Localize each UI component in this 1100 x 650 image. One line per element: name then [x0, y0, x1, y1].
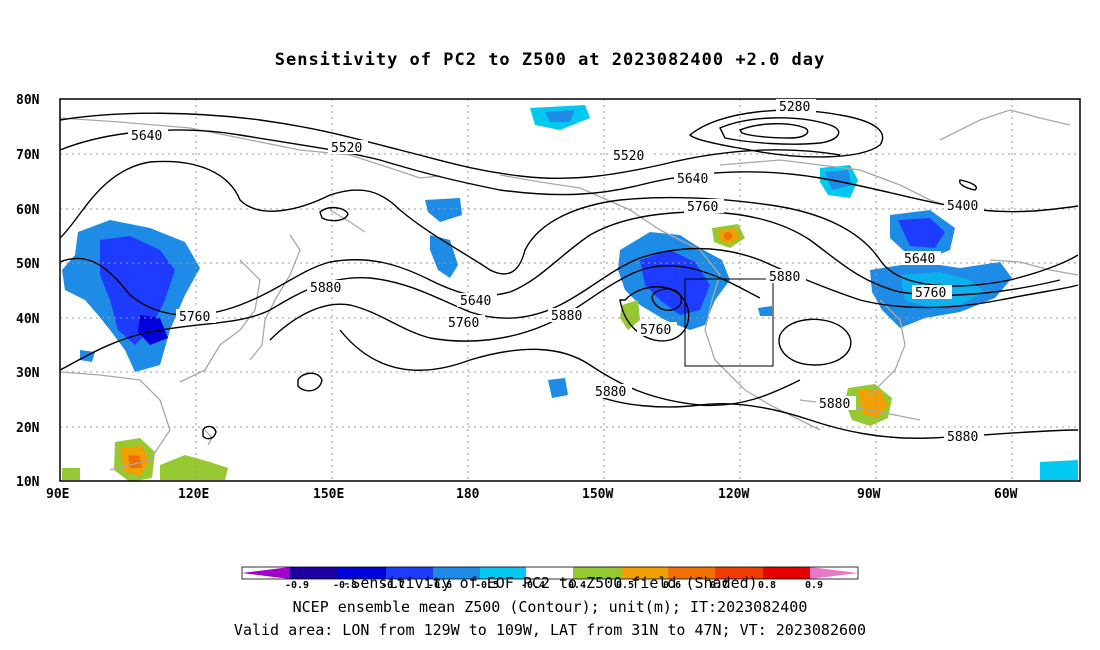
contour-label: 5760: [445, 315, 485, 331]
colorbar-tick: -0.7: [381, 580, 405, 591]
contour-label: 5880: [307, 280, 347, 296]
colorbar-swatch: [715, 567, 763, 579]
lat-label: 50N: [16, 257, 40, 272]
colorbar-tick: -0.4: [521, 580, 545, 591]
colorbar-swatch: [338, 567, 386, 579]
lat-label: 60N: [16, 203, 40, 218]
colorbar-tick: -0.8: [333, 580, 357, 591]
svg-text:5640: 5640: [904, 252, 935, 267]
svg-text:5880: 5880: [819, 397, 850, 412]
lon-label: 90E: [46, 487, 69, 502]
contour-label: 5520: [328, 140, 368, 156]
colorbar-swatch: [763, 567, 810, 579]
contour-label: 5880: [592, 384, 632, 400]
lon-label: 180: [456, 487, 480, 502]
contour-label: 5520: [610, 148, 650, 164]
svg-text:5880: 5880: [769, 270, 800, 285]
colorbar-left-triangle: [242, 567, 290, 579]
lat-label: 70N: [16, 148, 40, 163]
colorbar-tick: 0.9: [805, 580, 823, 591]
contour-label: 5760: [912, 285, 952, 301]
colorbar-swatch: [668, 567, 715, 579]
lat-label: 10N: [16, 475, 40, 490]
svg-text:5880: 5880: [551, 309, 582, 324]
lat-label: 30N: [16, 366, 40, 381]
colorbar-swatch: [433, 567, 480, 579]
svg-text:5640: 5640: [677, 172, 708, 187]
contour-label: 5880: [944, 429, 984, 445]
contour-label: 5640: [128, 128, 168, 144]
colorbar-swatch: [573, 567, 621, 579]
lon-label: 60W: [994, 487, 1018, 502]
lon-label: 120W: [718, 487, 749, 502]
lon-label: 90W: [857, 487, 881, 502]
colorbar-swatch: [621, 567, 668, 579]
colorbar-tick: 0.5: [616, 580, 634, 591]
valid-area-box: [684, 278, 774, 367]
svg-text:5280: 5280: [779, 100, 810, 115]
lon-label: 150E: [313, 487, 344, 502]
contour-label: 5640: [674, 171, 714, 187]
contour-label: 5760: [637, 322, 677, 338]
svg-text:5520: 5520: [331, 141, 362, 156]
svg-text:5400: 5400: [947, 199, 978, 214]
contour-label: 5760: [176, 309, 216, 325]
lon-label: 120E: [178, 487, 209, 502]
shaded-sensitivity: [62, 105, 1078, 482]
longitude-labels: 90E 120E 150E 180 150W 120W 90W 60W: [46, 487, 1018, 502]
colorbar-tick: 0.7: [710, 580, 728, 591]
colorbar-tick: -0.9: [285, 580, 309, 591]
contour-label: 5400: [944, 198, 984, 214]
colorbar-tick: 0.8: [758, 580, 776, 591]
svg-text:5760: 5760: [179, 310, 210, 325]
colorbar: -0.9 -0.8 -0.7 -0.6 -0.5 -0.4 0.4 0.5 0.…: [241, 566, 859, 592]
svg-text:5760: 5760: [640, 323, 671, 338]
svg-text:5880: 5880: [947, 430, 978, 445]
svg-text:5640: 5640: [460, 294, 491, 309]
svg-text:5760: 5760: [448, 316, 479, 331]
latitude-labels: 80N 70N 60N 50N 40N 30N 20N 10N: [16, 93, 40, 490]
colorbar-swatch: [526, 567, 573, 579]
svg-text:5880: 5880: [595, 385, 626, 400]
contour-labels: 5280 5640 5520 5520 5640 5760 5400 5640 …: [128, 99, 984, 445]
contour-label: 5880: [548, 308, 588, 324]
lat-label: 40N: [16, 312, 40, 327]
contour-label: 5640: [457, 293, 497, 309]
contour-label: 5280: [776, 99, 816, 115]
colorbar-tick: -0.5: [475, 580, 499, 591]
svg-text:5760: 5760: [915, 286, 946, 301]
svg-text:5640: 5640: [131, 129, 162, 144]
colorbar-right-triangle: [810, 567, 858, 579]
colorbar-swatch: [290, 567, 338, 579]
contour-label: 5760: [684, 199, 724, 215]
contour-label: 5880: [816, 396, 856, 412]
lat-label: 20N: [16, 421, 40, 436]
contour-label: 5880: [766, 269, 806, 285]
chart-title: Sensitivity of PC2 to Z500 at 2023082400…: [274, 50, 826, 70]
colorbar-swatch: [386, 567, 433, 579]
svg-text:5880: 5880: [310, 281, 341, 296]
colorbar-title: -Sensitivity of EOF PC2 to Z500 field (S…: [342, 574, 757, 592]
lat-label: 80N: [16, 93, 40, 108]
map-frame: [59, 98, 1081, 482]
colorbar-swatch: [480, 567, 526, 579]
colorbar-tick: 0.4: [568, 580, 586, 591]
colorbar-tick: 0.6: [663, 580, 681, 591]
contour-label: 5640: [901, 251, 941, 267]
caption-line-2: Valid area: LON from 129W to 109W, LAT f…: [233, 621, 867, 639]
svg-text:5520: 5520: [613, 149, 644, 164]
caption-line-1: NCEP ensemble mean Z500 (Contour); unit(…: [292, 598, 808, 616]
svg-text:5760: 5760: [687, 200, 718, 215]
colorbar-tick: -0.6: [428, 580, 452, 591]
lon-label: 150W: [582, 487, 613, 502]
